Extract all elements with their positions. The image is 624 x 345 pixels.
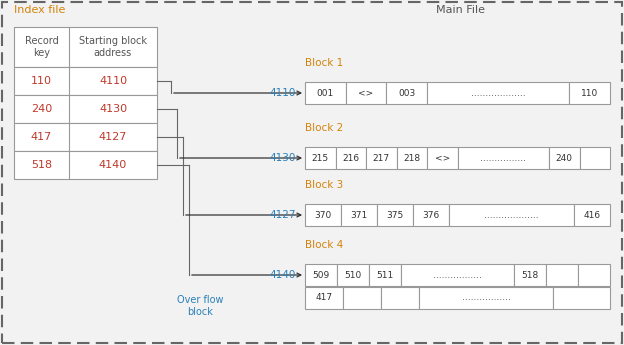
Bar (549, 147, 580, 169)
Text: 4110: 4110 (270, 88, 296, 98)
Text: 511: 511 (377, 270, 394, 279)
Bar (341, 204, 377, 226)
Text: 371: 371 (350, 210, 368, 219)
Text: .................: ................. (433, 270, 482, 279)
Bar (14, 27, 157, 67)
Bar (366, 147, 396, 169)
Bar (369, 264, 401, 286)
Text: Block 4: Block 4 (305, 240, 343, 250)
Text: Record
key: Record key (24, 36, 59, 58)
Bar (14, 123, 157, 151)
Text: Over flow
block: Over flow block (177, 295, 223, 317)
Bar (381, 287, 419, 309)
Text: 509: 509 (313, 270, 329, 279)
Bar (412, 204, 449, 226)
Bar (427, 147, 457, 169)
Text: Starting block
address: Starting block address (79, 36, 147, 58)
Text: 4140: 4140 (99, 160, 127, 170)
Bar (553, 287, 610, 309)
Bar (457, 147, 549, 169)
Bar (546, 264, 578, 286)
Bar (427, 82, 569, 104)
Text: 416: 416 (583, 210, 601, 219)
Bar (305, 264, 337, 286)
Text: ................: ................ (480, 154, 526, 162)
Text: ...................: ................... (471, 89, 525, 98)
Text: 4140: 4140 (270, 270, 296, 280)
Text: 4130: 4130 (99, 104, 127, 114)
Bar (569, 82, 610, 104)
Bar (401, 264, 514, 286)
Text: 375: 375 (386, 210, 403, 219)
Text: 4130: 4130 (270, 153, 296, 163)
Text: 510: 510 (344, 270, 362, 279)
Text: Index file: Index file (14, 5, 66, 15)
Text: <>: <> (358, 89, 374, 98)
Bar (386, 82, 427, 104)
Text: 215: 215 (311, 154, 329, 162)
Text: 417: 417 (316, 294, 333, 303)
Text: 216: 216 (342, 154, 359, 162)
Bar (337, 264, 369, 286)
Bar (574, 204, 610, 226)
Bar (343, 287, 381, 309)
Text: 4110: 4110 (99, 76, 127, 86)
Bar (305, 287, 343, 309)
Bar (305, 204, 341, 226)
Bar (514, 264, 546, 286)
Text: 4127: 4127 (270, 210, 296, 220)
Bar (14, 151, 157, 179)
Bar (419, 287, 553, 309)
Text: Main File: Main File (436, 5, 484, 15)
Text: 217: 217 (373, 154, 390, 162)
Text: 003: 003 (398, 89, 416, 98)
Text: 110: 110 (581, 89, 598, 98)
Bar (14, 95, 157, 123)
Text: 001: 001 (317, 89, 334, 98)
Bar (396, 147, 427, 169)
Text: <>: <> (435, 154, 450, 162)
Text: Block 1: Block 1 (305, 58, 343, 68)
Text: Block 3: Block 3 (305, 180, 343, 190)
Bar (346, 82, 386, 104)
Bar (305, 82, 346, 104)
Text: ...................: ................... (484, 210, 539, 219)
Bar (449, 204, 574, 226)
Text: .................: ................. (462, 294, 510, 303)
Bar (578, 264, 610, 286)
Bar (14, 67, 157, 95)
Text: 518: 518 (521, 270, 539, 279)
Text: 370: 370 (314, 210, 331, 219)
Text: 518: 518 (31, 160, 52, 170)
Text: 4127: 4127 (99, 132, 127, 142)
Text: 240: 240 (31, 104, 52, 114)
Bar (336, 147, 366, 169)
Bar (305, 147, 336, 169)
Text: 218: 218 (403, 154, 421, 162)
Bar (580, 147, 610, 169)
Text: 417: 417 (31, 132, 52, 142)
Text: 376: 376 (422, 210, 439, 219)
Text: Block 2: Block 2 (305, 123, 343, 133)
Text: 110: 110 (31, 76, 52, 86)
Text: 240: 240 (556, 154, 573, 162)
Bar (377, 204, 412, 226)
